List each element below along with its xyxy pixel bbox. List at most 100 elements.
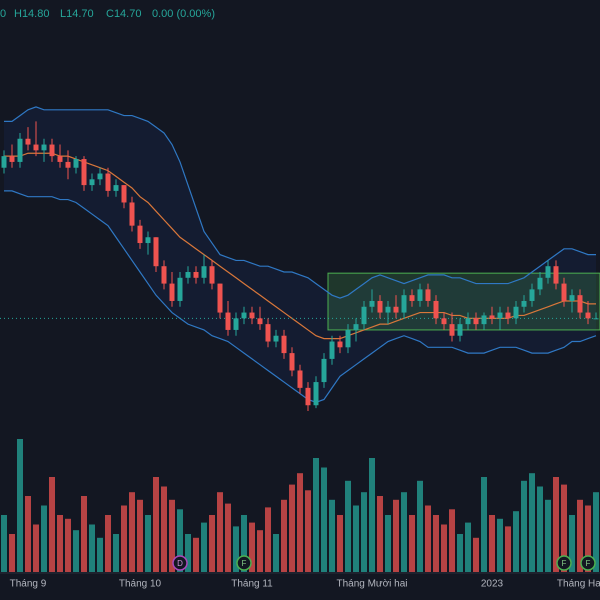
candle-body — [1, 156, 7, 168]
volume-bar — [561, 484, 567, 572]
candle-body — [265, 324, 271, 342]
volume-bar — [305, 490, 311, 572]
volume-bar — [201, 522, 207, 572]
candle-body — [273, 335, 279, 342]
volume-bar — [113, 534, 119, 572]
volume-bar — [449, 509, 455, 572]
volume-bar — [553, 477, 559, 572]
volume-bar — [193, 537, 199, 572]
volume-bar — [505, 526, 511, 572]
volume-bar — [329, 499, 335, 572]
candle-body — [369, 300, 375, 307]
volume-bar — [481, 477, 487, 572]
candle-body — [209, 266, 215, 284]
candle-body — [481, 315, 487, 325]
candle-body — [529, 289, 535, 301]
event-marker — [236, 555, 252, 571]
volume-bar — [393, 499, 399, 572]
candle-body — [257, 318, 263, 325]
event-label: F — [242, 559, 247, 568]
volume-bar — [209, 515, 215, 572]
candle-body — [9, 156, 15, 162]
candle-body — [593, 318, 599, 320]
volume-bar — [521, 480, 527, 572]
candle-body — [153, 237, 159, 267]
candle-body — [401, 295, 407, 313]
volume-bar — [369, 458, 375, 572]
candle-body — [329, 341, 335, 359]
candle-body — [241, 312, 247, 319]
candle-body — [33, 144, 39, 151]
candle-body — [433, 300, 439, 319]
candle-body — [113, 185, 119, 191]
candle-body — [97, 173, 103, 180]
candle-body — [161, 266, 167, 284]
candle-body — [305, 387, 311, 406]
candle-body — [145, 237, 151, 244]
volume-bar — [361, 492, 367, 572]
candle-body — [489, 315, 495, 319]
volume-bar — [89, 524, 95, 572]
volume-bar — [585, 505, 591, 572]
candle-body — [313, 382, 319, 406]
volume-bar — [137, 499, 143, 572]
event-marker — [172, 555, 188, 571]
candle-body — [57, 156, 63, 162]
candle-body — [25, 138, 31, 145]
volume-bar — [17, 439, 23, 572]
volume-bar — [289, 484, 295, 572]
volume-bar — [321, 467, 327, 572]
candle-body — [441, 318, 447, 325]
candle-body — [137, 225, 143, 244]
x-tick-label: Tháng 11 — [231, 579, 273, 590]
legend-text: O14.70 — [0, 8, 6, 20]
candle-body — [233, 318, 239, 330]
candle-body — [345, 329, 351, 348]
volume-bar — [265, 507, 271, 572]
volume-bar — [105, 515, 111, 572]
x-tick-label: 2023 — [481, 579, 504, 590]
volume-bar — [65, 518, 71, 572]
volume-bar — [57, 515, 63, 572]
volume-bar — [441, 524, 447, 572]
candle-body — [193, 272, 199, 278]
candle-body — [49, 144, 55, 157]
volume-bar — [129, 492, 135, 572]
event-label: F — [586, 559, 591, 568]
candle-body — [473, 318, 479, 325]
volume-bar — [217, 492, 223, 572]
candle-body — [521, 300, 527, 307]
volume-bar — [161, 486, 167, 572]
candle-body — [385, 306, 391, 313]
volume-bar — [385, 515, 391, 572]
candle-body — [177, 277, 183, 301]
legend-text: 0.00 (0.00%) — [152, 8, 215, 20]
volume-bar — [425, 505, 431, 572]
volume-bar — [121, 505, 127, 572]
volume-bar — [153, 477, 159, 572]
volume-bar — [577, 499, 583, 572]
candle-body — [121, 185, 127, 203]
candle-body — [73, 159, 79, 168]
volume-bar — [145, 515, 151, 572]
volume-bar — [177, 509, 183, 572]
x-tick-label: Tháng 9 — [10, 579, 47, 590]
event-label: D — [177, 559, 183, 568]
volume-bar — [465, 522, 471, 572]
candle-body — [457, 324, 463, 336]
candle-body — [201, 266, 207, 278]
candle-body — [65, 161, 71, 168]
candle-body — [569, 295, 575, 301]
legend-text: L14.70 — [60, 8, 94, 20]
x-tick-label: Tháng Hai — [557, 579, 600, 590]
candle-body — [297, 370, 303, 388]
candle-body — [513, 306, 519, 319]
volume-bar — [185, 534, 191, 572]
candle-body — [337, 341, 343, 348]
volume-bar — [377, 496, 383, 572]
volume-bar — [593, 492, 599, 572]
candle-body — [225, 312, 231, 330]
volume-bar — [73, 530, 79, 572]
candle-body — [249, 312, 255, 319]
